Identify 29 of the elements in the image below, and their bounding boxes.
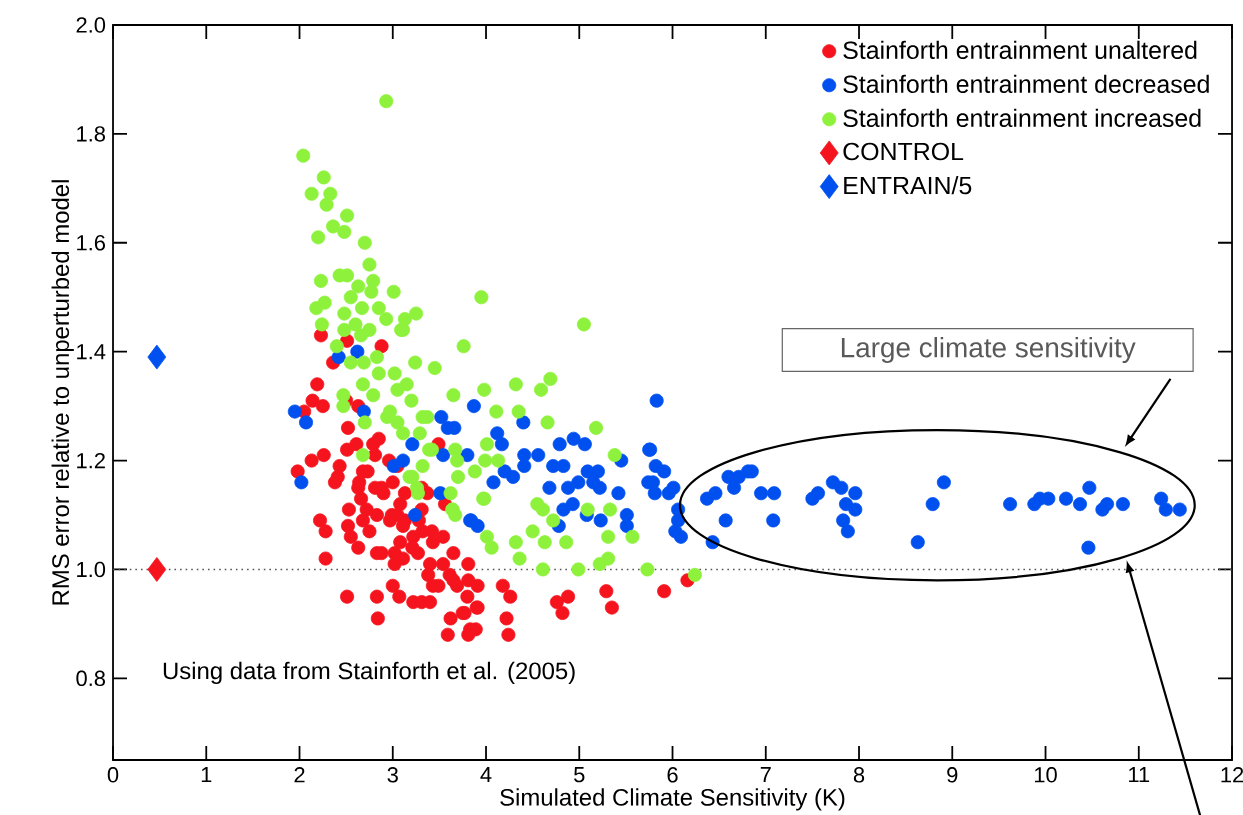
x-axis-title: Simulated Climate Sensitivity (K) bbox=[500, 788, 845, 811]
y-tick-label: 1.2 bbox=[77, 452, 105, 469]
x-tick-label: 1 bbox=[201, 767, 212, 783]
legend-label: Stainforth entrainment increased bbox=[843, 108, 1201, 128]
x-tick-label: 10 bbox=[1034, 767, 1057, 783]
y-tick-label: 1.8 bbox=[77, 126, 105, 142]
y-tick-label: 1.6 bbox=[77, 235, 105, 251]
x-tick-label: 11 bbox=[1129, 767, 1150, 783]
annotation: Using data from Stainforth et al. (2005) bbox=[163, 661, 575, 685]
x-tick-label: 12 bbox=[1221, 767, 1243, 783]
y-tick-label: 1.0 bbox=[77, 561, 106, 578]
legend-label: Stainforth entrainment unaltered bbox=[843, 40, 1197, 59]
annotation: Large climate sensitivity bbox=[841, 337, 1136, 364]
y-tick-label: 1.4 bbox=[77, 344, 106, 360]
legend-label: ENTRAIN/5 bbox=[844, 176, 972, 195]
x-tick-label: 2 bbox=[294, 767, 305, 783]
y-axis-title: RMS error relative to unperturbed model bbox=[51, 180, 74, 605]
y-tick-label: 0.8 bbox=[76, 670, 105, 687]
y-tick-label: 2.0 bbox=[76, 17, 106, 33]
x-tick-label: 6 bbox=[667, 767, 678, 783]
x-tick-label: 9 bbox=[947, 767, 958, 783]
x-tick-label: 5 bbox=[574, 767, 585, 783]
legend-label: Stainforth entrainment decreased bbox=[843, 74, 1209, 94]
x-tick-label: 0 bbox=[107, 767, 119, 783]
x-tick-label: 3 bbox=[387, 767, 398, 783]
x-tick-label: 8 bbox=[853, 767, 865, 783]
legend-label: CONTROL bbox=[843, 142, 964, 161]
x-tick-label: 4 bbox=[480, 767, 492, 783]
x-tick-label: 7 bbox=[760, 767, 771, 783]
